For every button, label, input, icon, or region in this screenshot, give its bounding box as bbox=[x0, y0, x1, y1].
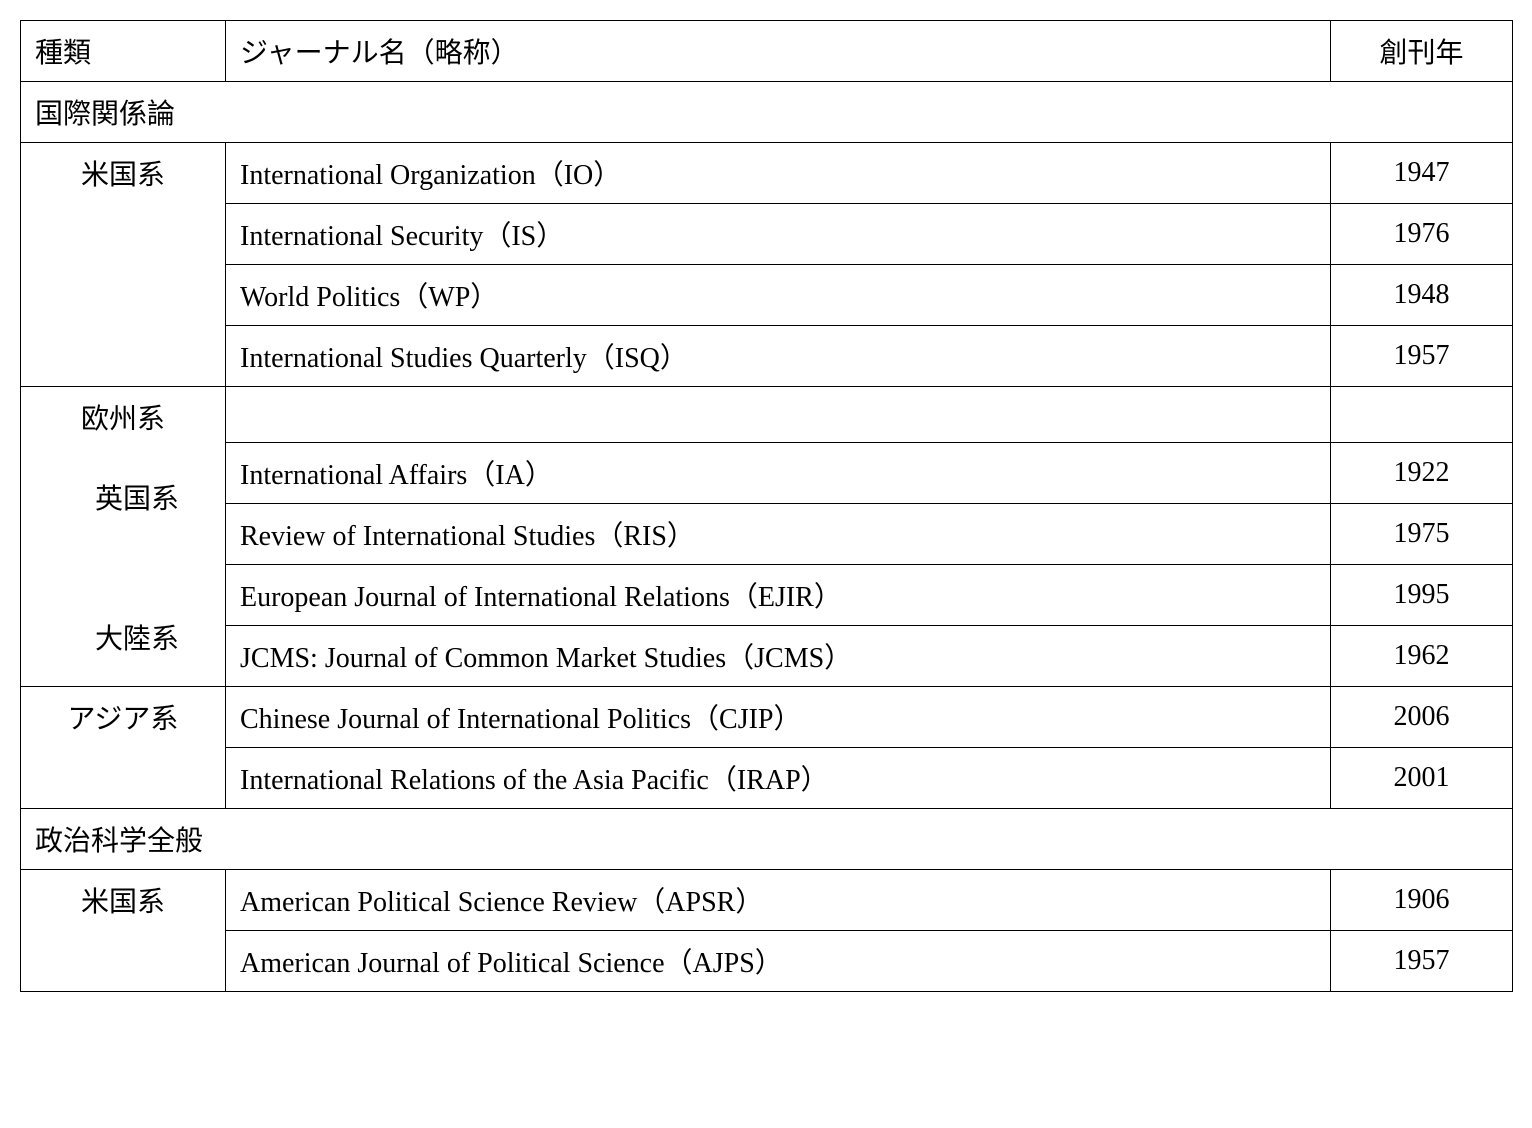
table-row: 欧州系 英国系 大陸系 bbox=[21, 387, 1513, 443]
table-row: International Studies Quarterly（ISQ） 195… bbox=[21, 326, 1513, 387]
col-header-type: 種類 bbox=[21, 21, 226, 82]
group-label-asia: アジア系 bbox=[21, 687, 226, 748]
table-row: International Relations of the Asia Paci… bbox=[21, 748, 1513, 809]
year-cell: 1975 bbox=[1331, 504, 1513, 565]
journal-cell bbox=[226, 387, 1331, 443]
journal-cell: International Affairs（IA） bbox=[226, 443, 1331, 504]
section-label-ir: 国際関係論 bbox=[21, 82, 1513, 143]
group-label-empty bbox=[21, 326, 226, 387]
table-row: JCMS: Journal of Common Market Studies（J… bbox=[21, 626, 1513, 687]
journal-cell: Chinese Journal of International Politic… bbox=[226, 687, 1331, 748]
journal-cell: World Politics（WP） bbox=[226, 265, 1331, 326]
year-cell: 1976 bbox=[1331, 204, 1513, 265]
section-row-ps: 政治科学全般 bbox=[21, 809, 1513, 870]
journal-cell: International Relations of the Asia Paci… bbox=[226, 748, 1331, 809]
group-label-empty bbox=[21, 748, 226, 809]
group-label-empty bbox=[21, 931, 226, 992]
year-cell: 1957 bbox=[1331, 326, 1513, 387]
year-cell: 1947 bbox=[1331, 143, 1513, 204]
journal-cell: Review of International Studies（RIS） bbox=[226, 504, 1331, 565]
eu-cont-label: 大陸系 bbox=[35, 617, 211, 657]
table-row: アジア系 Chinese Journal of International Po… bbox=[21, 687, 1513, 748]
table-row: International Affairs（IA） 1922 bbox=[21, 443, 1513, 504]
journal-cell: European Journal of International Relati… bbox=[226, 565, 1331, 626]
group-label-ps-us: 米国系 bbox=[21, 870, 226, 931]
journals-table: 種類 ジャーナル名（略称） 創刊年 国際関係論 米国系 Internationa… bbox=[20, 20, 1513, 992]
table-row: World Politics（WP） 1948 bbox=[21, 265, 1513, 326]
col-header-journal: ジャーナル名（略称） bbox=[226, 21, 1331, 82]
year-cell: 2001 bbox=[1331, 748, 1513, 809]
group-label-empty bbox=[21, 265, 226, 326]
journal-cell: International Studies Quarterly（ISQ） bbox=[226, 326, 1331, 387]
eu-label: 欧州系 bbox=[35, 397, 211, 437]
year-cell bbox=[1331, 387, 1513, 443]
table-row: European Journal of International Relati… bbox=[21, 565, 1513, 626]
group-label-us: 米国系 bbox=[21, 143, 226, 204]
year-cell: 2006 bbox=[1331, 687, 1513, 748]
table-header-row: 種類 ジャーナル名（略称） 創刊年 bbox=[21, 21, 1513, 82]
year-cell: 1995 bbox=[1331, 565, 1513, 626]
section-label-ps: 政治科学全般 bbox=[21, 809, 1513, 870]
section-row-ir: 国際関係論 bbox=[21, 82, 1513, 143]
journal-cell: International Organization（IO） bbox=[226, 143, 1331, 204]
year-cell: 1957 bbox=[1331, 931, 1513, 992]
year-cell: 1948 bbox=[1331, 265, 1513, 326]
table-row: 米国系 American Political Science Review（AP… bbox=[21, 870, 1513, 931]
group-label-empty bbox=[21, 204, 226, 265]
year-cell: 1962 bbox=[1331, 626, 1513, 687]
journal-cell: American Political Science Review（APSR） bbox=[226, 870, 1331, 931]
group-label-eu: 欧州系 英国系 大陸系 bbox=[21, 387, 226, 687]
table-row: International Security（IS） 1976 bbox=[21, 204, 1513, 265]
table-row: American Journal of Political Science（AJ… bbox=[21, 931, 1513, 992]
year-cell: 1906 bbox=[1331, 870, 1513, 931]
journal-cell: JCMS: Journal of Common Market Studies（J… bbox=[226, 626, 1331, 687]
journal-cell: American Journal of Political Science（AJ… bbox=[226, 931, 1331, 992]
table-row: Review of International Studies（RIS） 197… bbox=[21, 504, 1513, 565]
year-cell: 1922 bbox=[1331, 443, 1513, 504]
journal-cell: International Security（IS） bbox=[226, 204, 1331, 265]
eu-uk-label: 英国系 bbox=[35, 477, 211, 517]
col-header-year: 創刊年 bbox=[1331, 21, 1513, 82]
table-row: 米国系 International Organization（IO） 1947 bbox=[21, 143, 1513, 204]
